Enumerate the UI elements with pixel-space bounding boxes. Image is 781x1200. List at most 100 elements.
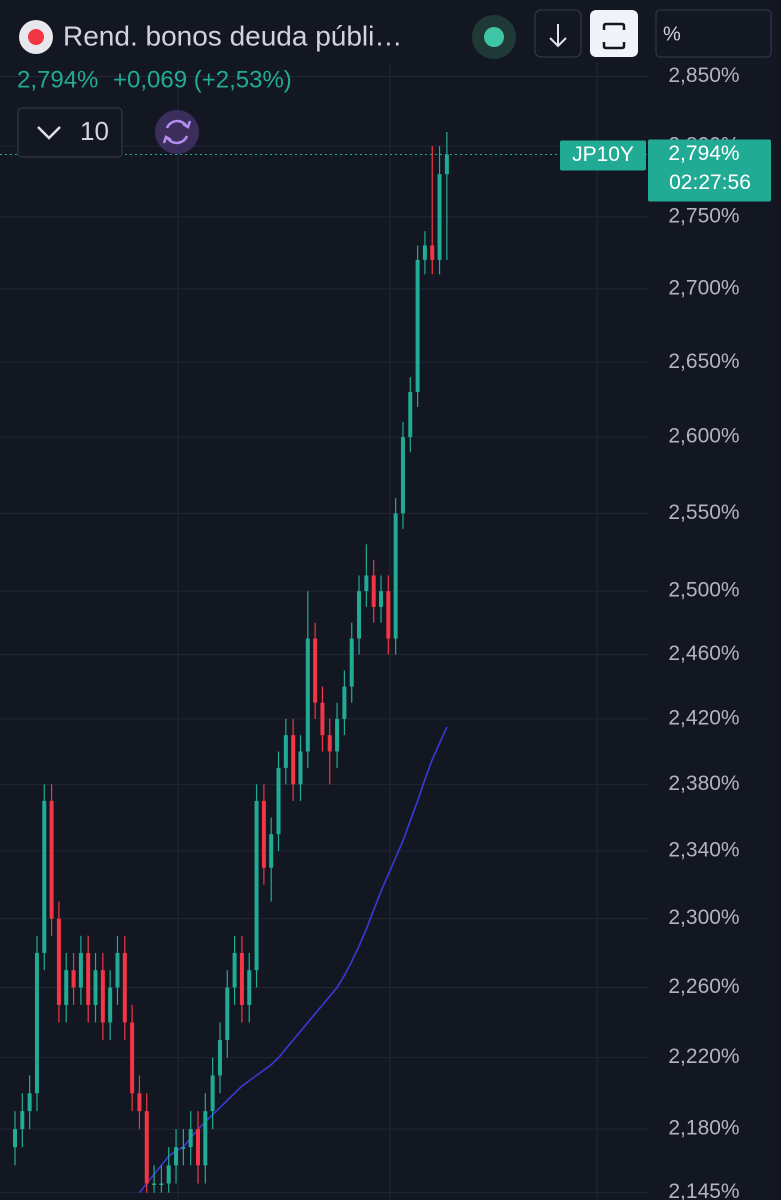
y-tick-label: 2,220% bbox=[668, 1045, 739, 1068]
y-tick-label: 2,850% bbox=[668, 64, 739, 87]
candle-body bbox=[13, 1129, 17, 1148]
price: 2,794% bbox=[17, 66, 98, 93]
candle-body bbox=[379, 591, 383, 607]
candle-body bbox=[386, 591, 391, 639]
candle-body bbox=[174, 1147, 179, 1166]
sync-icon bbox=[162, 119, 192, 145]
candle-body bbox=[371, 575, 376, 607]
candle-body bbox=[93, 970, 98, 1005]
candle-body bbox=[298, 751, 303, 785]
candle-body bbox=[261, 800, 266, 868]
candle-body bbox=[20, 1111, 25, 1130]
y-tick-label: 2,750% bbox=[668, 204, 739, 227]
y-tick-label: 2,650% bbox=[668, 350, 739, 373]
candle-body bbox=[100, 970, 105, 1023]
candle-body bbox=[247, 970, 252, 1005]
candle-body bbox=[108, 987, 113, 1023]
candle-body bbox=[357, 591, 362, 639]
candle-body bbox=[342, 686, 347, 719]
candle-body bbox=[327, 735, 332, 752]
candle-body bbox=[159, 1183, 164, 1186]
y-tick-label: 2,180% bbox=[668, 1117, 739, 1140]
candle-body bbox=[335, 718, 340, 752]
interval-box[interactable] bbox=[17, 107, 123, 158]
candle-body bbox=[34, 952, 39, 1094]
candle-body bbox=[320, 702, 325, 736]
overlay: Rend. bonos deuda públi… % 2,794% +0,069… bbox=[0, 0, 772, 158]
status-dot bbox=[28, 29, 44, 45]
download-icon bbox=[549, 24, 567, 48]
y-tick-label: 2,340% bbox=[668, 838, 739, 861]
y-tick-label: 2,460% bbox=[668, 642, 739, 665]
candle-body bbox=[276, 767, 281, 835]
candle-body bbox=[78, 952, 83, 988]
symbol-tag bbox=[560, 140, 646, 171]
candle-body bbox=[217, 1040, 222, 1076]
candle-body bbox=[196, 1129, 200, 1166]
candle-body bbox=[49, 800, 54, 919]
y-tick-label: 2,550% bbox=[668, 501, 739, 524]
unit-label: % bbox=[663, 23, 681, 45]
candle-body bbox=[393, 513, 398, 639]
plot bbox=[0, 76, 648, 1194]
market-dot bbox=[484, 27, 504, 47]
interval-label: 10 bbox=[80, 116, 109, 146]
y-tick-label: 2,420% bbox=[668, 706, 739, 729]
last-price-label: 2,794% bbox=[668, 142, 739, 165]
candle-body bbox=[422, 245, 427, 260]
candle-body bbox=[444, 154, 449, 175]
candle-body bbox=[166, 1165, 171, 1184]
candle-body bbox=[188, 1129, 193, 1148]
fullscreen-icon bbox=[602, 22, 626, 50]
candle-body bbox=[254, 800, 259, 971]
countdown: 02:27:56 bbox=[669, 171, 751, 194]
candle-body bbox=[115, 952, 120, 988]
candle-body bbox=[210, 1075, 215, 1112]
candle-body bbox=[56, 918, 61, 1005]
candle-body bbox=[269, 834, 274, 868]
candle-body bbox=[283, 735, 288, 768]
symbol-label: JP10Y bbox=[572, 143, 634, 166]
candle-body bbox=[152, 1183, 157, 1186]
symbol-title[interactable]: Rend. bonos deuda públi… bbox=[63, 20, 402, 51]
sync-button[interactable] bbox=[155, 110, 199, 154]
candle-body bbox=[42, 800, 47, 953]
candle-body bbox=[349, 638, 354, 687]
y-tick-label: 2,260% bbox=[668, 975, 739, 998]
y-tick-label: 2,380% bbox=[668, 772, 739, 795]
candle-body bbox=[130, 1022, 135, 1094]
candle-body bbox=[430, 245, 435, 260]
candle-body bbox=[400, 437, 405, 514]
candle-body bbox=[203, 1111, 208, 1166]
y-tick-label: 2,300% bbox=[668, 906, 739, 929]
y-tick-label: 2,600% bbox=[668, 425, 739, 448]
change: +0,069 (+2,53%) bbox=[113, 66, 292, 93]
y-tick-label: 2,700% bbox=[668, 276, 739, 299]
candle-body bbox=[122, 952, 127, 1023]
candle-body bbox=[232, 952, 237, 988]
y-tick-label: 2,145% bbox=[668, 1180, 739, 1200]
candle-body bbox=[181, 1147, 186, 1149]
candle-body bbox=[313, 638, 318, 703]
candle-body bbox=[305, 638, 310, 752]
candle-body bbox=[415, 259, 420, 393]
candle-body bbox=[291, 735, 296, 785]
candle-body bbox=[64, 970, 69, 1005]
candle-body bbox=[71, 970, 76, 988]
candle-body bbox=[239, 952, 244, 1005]
price-tag bbox=[648, 139, 771, 202]
candle-body bbox=[437, 174, 442, 260]
candle-body bbox=[137, 1093, 142, 1112]
candle-body bbox=[364, 575, 369, 592]
candle-body bbox=[27, 1093, 32, 1112]
candle-body bbox=[408, 392, 413, 438]
candle-body bbox=[225, 987, 230, 1041]
candle-body bbox=[144, 1111, 149, 1184]
y-tick-label: 2,500% bbox=[668, 579, 739, 602]
candle-body bbox=[86, 952, 91, 1005]
fullscreen-button[interactable] bbox=[590, 10, 638, 57]
chevron bbox=[37, 126, 61, 140]
unit-box[interactable] bbox=[655, 9, 772, 58]
